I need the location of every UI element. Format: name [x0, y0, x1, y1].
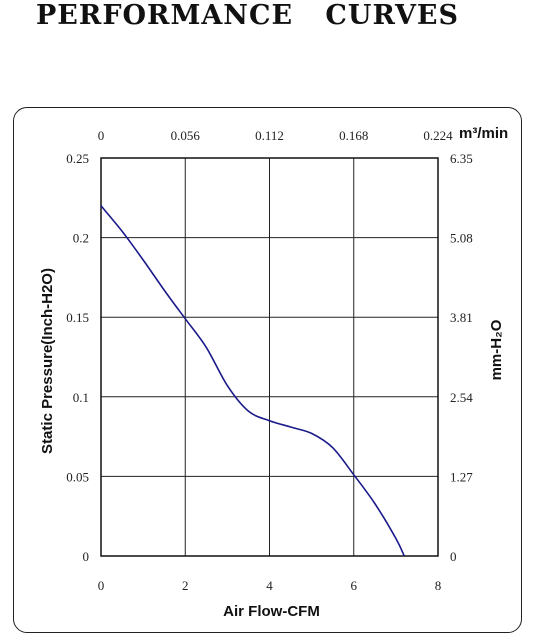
- right-tick-label: 0: [450, 549, 457, 564]
- x-axis-label: Air Flow-CFM: [223, 603, 320, 620]
- right-tick-label: 1.27: [450, 469, 473, 484]
- right-tick-label: 6.35: [450, 151, 473, 166]
- y-tick-label: 0.15: [66, 310, 89, 325]
- top-tick-label: 0: [98, 128, 105, 143]
- series-line: [100, 205, 406, 557]
- right-tick-label: 2.54: [450, 390, 473, 405]
- y-tick-label: 0.25: [66, 151, 89, 166]
- x-tick-label: 8: [435, 578, 442, 593]
- chart-grid: [101, 158, 438, 556]
- bottom-tick-labels: 0 2 4 6 8: [98, 578, 442, 593]
- plot-area: [100, 157, 439, 557]
- right-tick-labels: 0 1.27 2.54 3.81 5.08 6.35: [450, 151, 473, 564]
- x-tick-label: 4: [266, 578, 273, 593]
- right-axis-label: mm-H₂O: [488, 319, 505, 380]
- top-axis-unit-label: m³/min: [459, 125, 508, 142]
- top-tick-label: 0.168: [339, 128, 368, 143]
- x-tick-label: 6: [351, 578, 358, 593]
- chart-frame: [13, 107, 522, 633]
- y-tick-label: 0.1: [73, 390, 89, 405]
- page-title: PERFORMANCE CURVES: [36, 0, 459, 31]
- right-tick-label: 3.81: [450, 310, 473, 325]
- x-tick-label: 0: [98, 578, 105, 593]
- y-tick-label: 0.2: [73, 231, 89, 246]
- y-axis-label: Static Pressure(Inch-H2O): [39, 268, 56, 454]
- top-tick-label: 0.056: [171, 128, 201, 143]
- y-tick-label: 0: [83, 549, 90, 564]
- x-tick-label: 2: [182, 578, 189, 593]
- top-tick-label: 0.224: [423, 128, 453, 143]
- top-tick-labels: 0 0.056 0.112 0.168 0.224: [98, 128, 453, 143]
- y-tick-label: 0.05: [66, 469, 89, 484]
- left-tick-labels: 0 0.05 0.1 0.15 0.2 0.25: [66, 151, 89, 564]
- top-tick-label: 0.112: [255, 128, 284, 143]
- right-tick-label: 5.08: [450, 231, 473, 246]
